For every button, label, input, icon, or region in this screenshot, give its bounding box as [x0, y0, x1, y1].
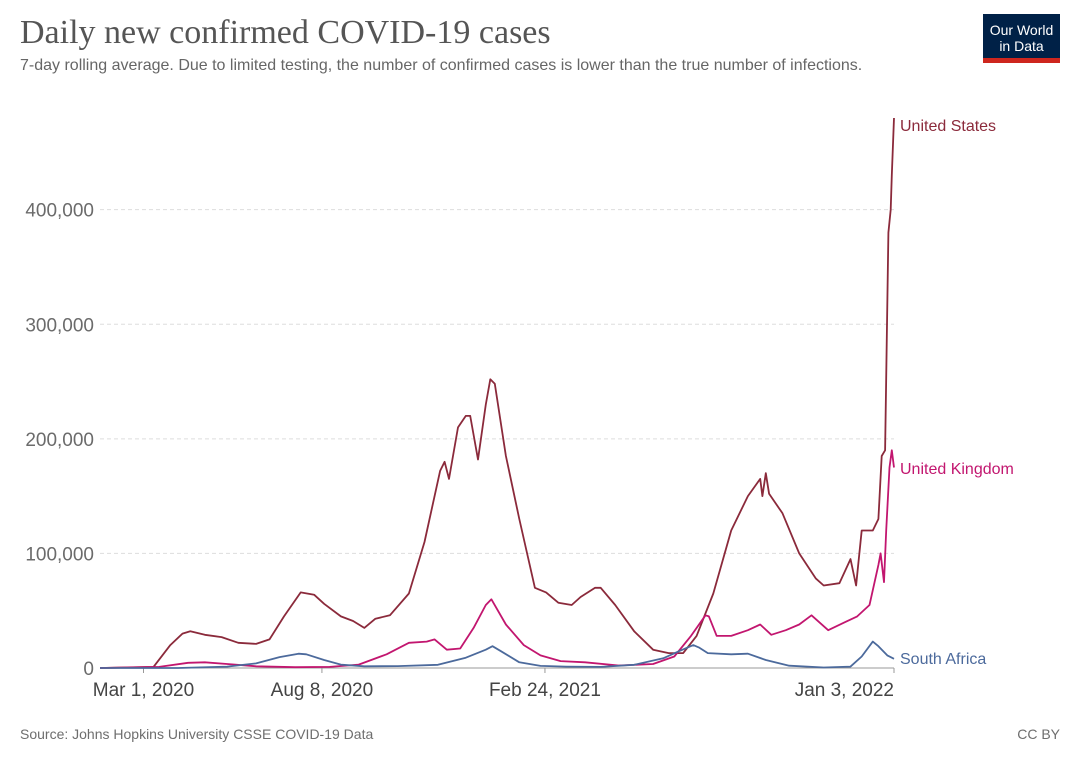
source-note[interactable]: Source: Johns Hopkins University CSSE CO…: [20, 726, 374, 742]
logo-line-1: Our World: [989, 22, 1054, 38]
x-tick-label: Mar 1, 2020: [93, 680, 194, 701]
x-tick-label: Feb 24, 2021: [489, 680, 601, 701]
series-label-united-kingdom[interactable]: United Kingdom: [900, 461, 1014, 478]
series-label-united-states[interactable]: United States: [900, 118, 996, 135]
license-label[interactable]: CC BY: [1017, 726, 1060, 742]
owid-logo[interactable]: Our World in Data: [983, 14, 1060, 63]
series-lines: [99, 117, 895, 669]
y-tick-label: 0: [83, 659, 94, 680]
y-tick-label: 300,000: [25, 315, 94, 336]
line-chart: 0 100,000 200,000 300,000 400,000 Mar 1, 202…: [25, 117, 1014, 701]
chart-subtitle: 7-day rolling average. Due to limited te…: [20, 57, 863, 74]
series-label-south-africa[interactable]: South Africa: [900, 651, 986, 668]
series-line-united-kingdom[interactable]: [99, 449, 895, 669]
y-tick-label: 200,000: [25, 430, 94, 451]
logo-accent-bar: [983, 58, 1060, 63]
y-tick-label: 400,000: [25, 201, 94, 222]
x-axis: Mar 1, 2020 Aug 8, 2020 Feb 24, 2021 Jan 3,…: [93, 667, 895, 701]
chart-title: Daily new confirmed COVID-19 cases: [20, 14, 551, 51]
series-line-south-africa[interactable]: [100, 640, 895, 669]
logo-line-2: in Data: [999, 38, 1044, 54]
series-labels: United States United Kingdom South Africa: [900, 118, 1014, 668]
x-tick-label: Aug 8, 2020: [271, 680, 373, 701]
y-tick-label: 100,000: [25, 544, 94, 565]
y-axis-ticks: 0 100,000 200,000 300,000 400,000: [25, 201, 94, 680]
gridlines: [100, 209, 894, 554]
series-line-united-states[interactable]: [99, 117, 895, 669]
x-tick-label: Jan 3, 2022: [795, 680, 894, 701]
